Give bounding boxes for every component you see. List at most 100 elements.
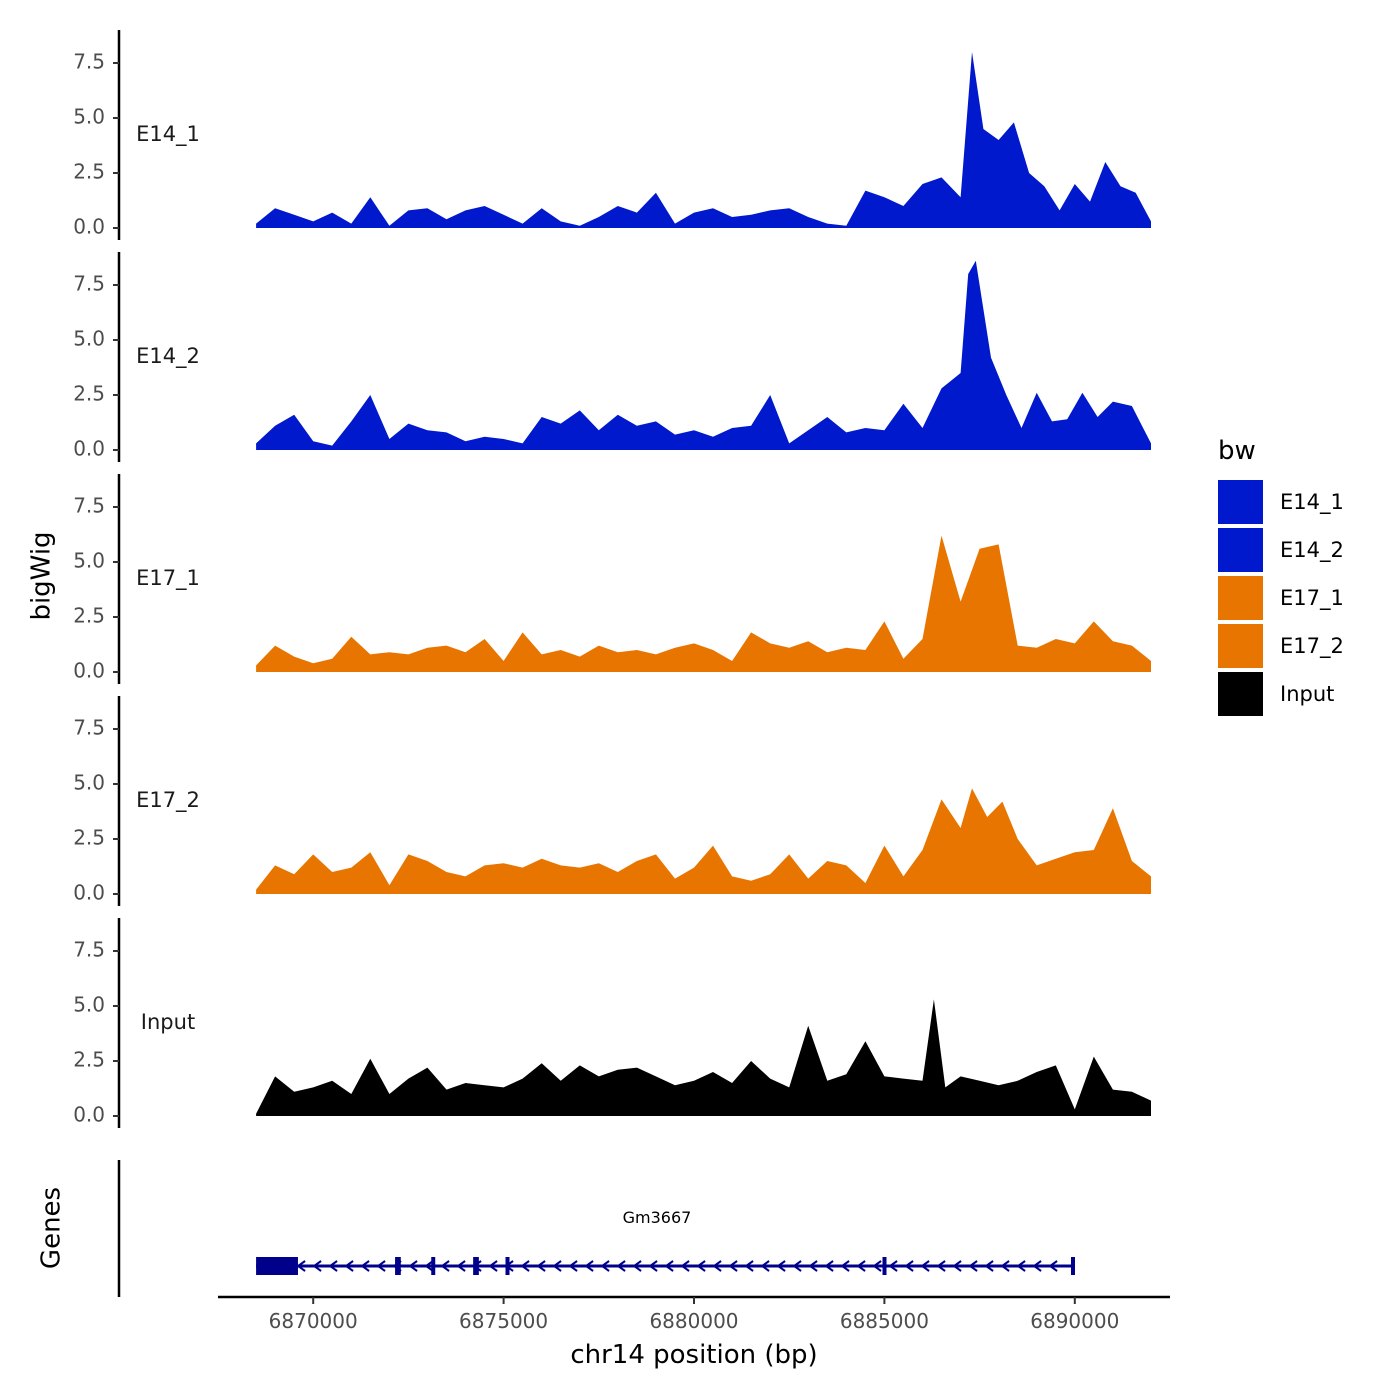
gene-exon [505, 1257, 510, 1275]
y-tick-label: 0.0 [73, 1103, 105, 1127]
strand-arrow [760, 1260, 770, 1272]
coverage-area-e14-2 [256, 260, 1152, 450]
strand-arrow [296, 1260, 306, 1272]
x-tick-label: 6875000 [459, 1309, 548, 1333]
track-label: Input [141, 1010, 195, 1034]
strand-arrow [968, 1260, 978, 1272]
x-tick-label: 6885000 [840, 1309, 929, 1333]
strand-arrow [616, 1260, 626, 1272]
gene-model [256, 1257, 1075, 1275]
strand-arrow [520, 1260, 530, 1272]
legend-item-e14-2: E14_2 [1218, 528, 1344, 572]
strand-arrow [888, 1260, 898, 1272]
legend-items: E14_1 E14_2 E17_1 E17_2 Input [1218, 480, 1344, 716]
y-tick-label: 2.5 [73, 826, 105, 850]
strand-arrow [328, 1260, 338, 1272]
y-tick-label: 0.0 [73, 215, 105, 239]
strand-arrow [792, 1260, 802, 1272]
y-tick-label: 5.0 [73, 993, 105, 1017]
coverage-area-input [256, 999, 1152, 1116]
strand-arrow [1032, 1260, 1042, 1272]
strand-arrow [824, 1260, 834, 1272]
track-panel-input: 0.0 2.5 5.0 7.5 Input [73, 918, 1152, 1128]
y-tick-label: 2.5 [73, 160, 105, 184]
strand-arrow [648, 1260, 658, 1272]
legend-swatch [1218, 624, 1263, 668]
strand-arrow [440, 1260, 450, 1272]
coverage-area-e17-1 [256, 535, 1152, 672]
legend-item-e14-1: E14_1 [1218, 480, 1344, 524]
strand-arrow [552, 1260, 562, 1272]
x-tick-label: 6890000 [1030, 1309, 1119, 1333]
strand-arrow [584, 1260, 594, 1272]
legend-item-e17-1: E17_1 [1218, 576, 1344, 620]
strand-arrow [840, 1260, 850, 1272]
y-tick-label: 5.0 [73, 105, 105, 129]
legend-swatch [1218, 672, 1263, 716]
strand-arrow [856, 1260, 866, 1272]
legend-label: E17_1 [1280, 586, 1344, 611]
strand-arrow [776, 1260, 786, 1272]
track-panel-e17-1: 0.0 2.5 5.0 7.5 E17_1 [73, 474, 1152, 684]
strand-arrow [536, 1260, 546, 1272]
strand-arrow [600, 1260, 610, 1272]
track-panel-e14-1: 0.0 2.5 5.0 7.5 E14_1 [73, 30, 1152, 240]
y-axis-title: bigWig [27, 531, 57, 620]
x-ticks: 6870000 6875000 6880000 6885000 6890000 [269, 1297, 1119, 1333]
y-tick-label: 0.0 [73, 881, 105, 905]
y-tick-label: 5.0 [73, 771, 105, 795]
strand-arrow [1016, 1260, 1026, 1272]
strand-arrow [1048, 1260, 1058, 1272]
y-tick-label: 5.0 [73, 327, 105, 351]
gene-track: Genes Gm3667 [37, 1160, 1075, 1297]
strand-arrow [904, 1260, 914, 1272]
x-axis: 6870000 6875000 6880000 6885000 6890000 chr1… [218, 1295, 1170, 1370]
x-axis-title: chr14 position (bp) [570, 1340, 817, 1370]
strand-arrow [568, 1260, 578, 1272]
strand-arrow [808, 1260, 818, 1272]
track-panels: 0.0 2.5 5.0 7.5 E14_1 0.0 2.5 5.0 7.5 E14_2 0.0 2.5… [73, 30, 1152, 1128]
y-tick-label: 7.5 [73, 50, 105, 74]
track-label: E17_1 [136, 566, 200, 591]
strand-arrow [664, 1260, 674, 1272]
gene-exon [1070, 1257, 1075, 1275]
y-tick-label: 0.0 [73, 437, 105, 461]
y-tick-label: 5.0 [73, 549, 105, 573]
y-tick-label: 2.5 [73, 604, 105, 628]
legend-swatch [1218, 480, 1263, 524]
strand-arrow [952, 1260, 962, 1272]
legend-label: E14_2 [1280, 538, 1344, 563]
strand-arrow [984, 1260, 994, 1272]
coverage-area-e17-2 [256, 788, 1152, 894]
legend-label: E14_1 [1280, 490, 1344, 515]
y-tick-label: 2.5 [73, 1048, 105, 1072]
track-panel-e14-2: 0.0 2.5 5.0 7.5 E14_2 [73, 252, 1152, 462]
x-tick-label: 6880000 [649, 1309, 738, 1333]
x-tick-label: 6870000 [269, 1309, 358, 1333]
strand-arrow [632, 1260, 642, 1272]
track-label: E17_2 [136, 788, 200, 813]
strand-arrow [872, 1260, 882, 1272]
gene-exon [256, 1257, 298, 1275]
strand-arrow [360, 1260, 370, 1272]
strand-arrow [376, 1260, 386, 1272]
y-tick-label: 2.5 [73, 382, 105, 406]
coverage-area-e14-1 [256, 52, 1152, 228]
strand-arrow [696, 1260, 706, 1272]
strand-arrow [936, 1260, 946, 1272]
track-panel-e17-2: 0.0 2.5 5.0 7.5 E17_2 [73, 696, 1152, 906]
y-tick-label: 0.0 [73, 659, 105, 683]
y-tick-label: 7.5 [73, 494, 105, 518]
gene-exon [395, 1257, 401, 1275]
strand-arrow [1000, 1260, 1010, 1272]
strand-arrow [488, 1260, 498, 1272]
strand-arrow [680, 1260, 690, 1272]
legend-item-e17-2: E17_2 [1218, 624, 1344, 668]
gene-name-label: Gm3667 [623, 1208, 692, 1227]
y-tick-label: 7.5 [73, 272, 105, 296]
gene-exon [431, 1257, 436, 1275]
gene-track-label: Genes [37, 1187, 67, 1269]
strand-arrow [456, 1260, 466, 1272]
strand-arrow [424, 1260, 434, 1272]
